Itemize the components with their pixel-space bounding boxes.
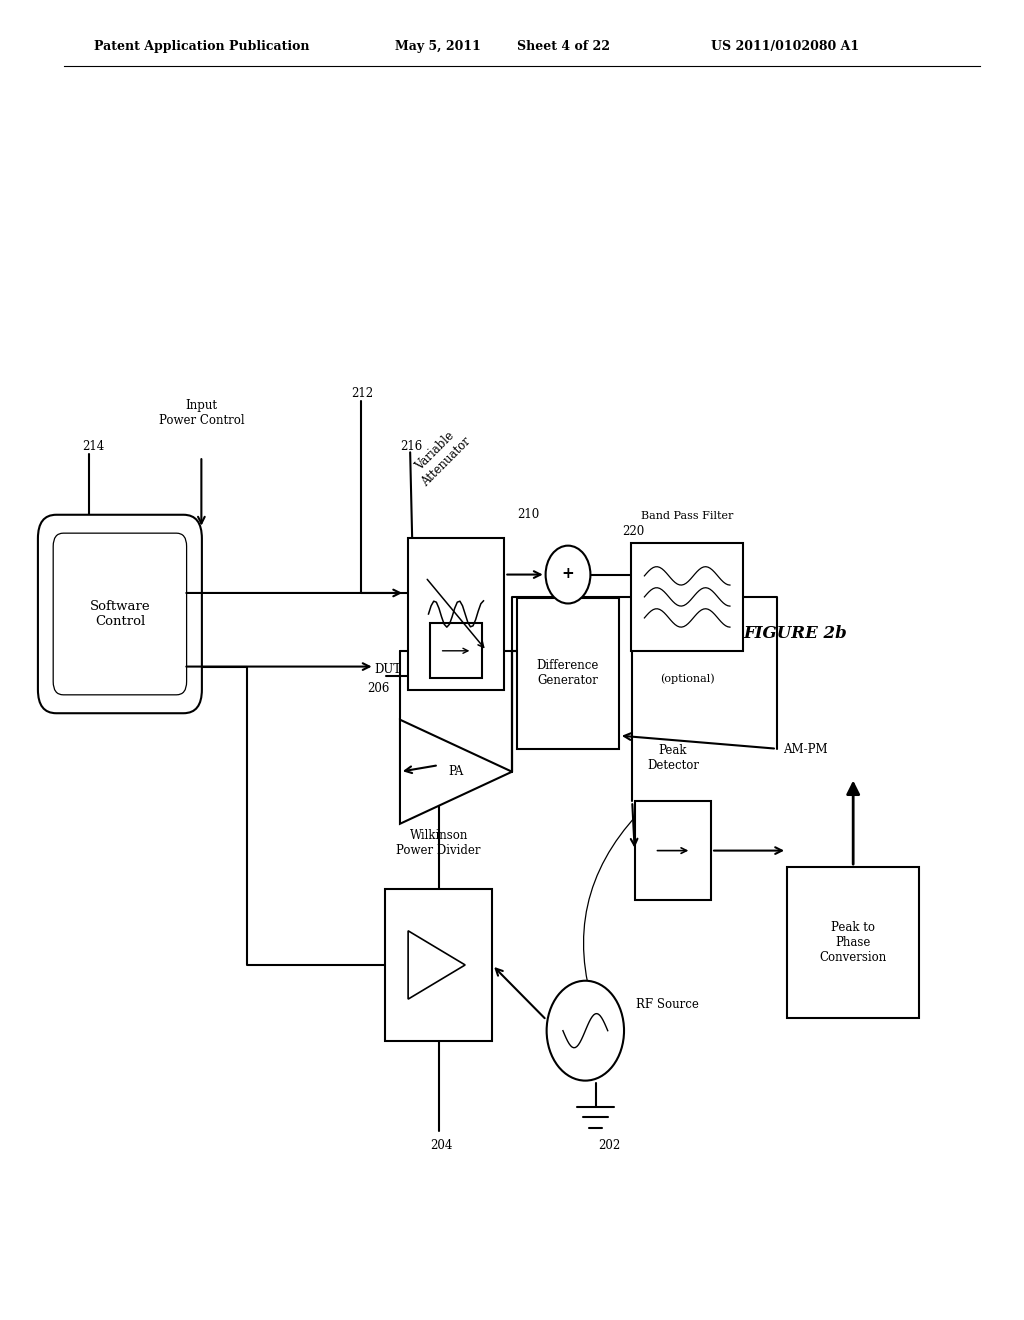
Bar <box>385 890 493 1040</box>
Bar <box>517 598 618 748</box>
Text: (optional): (optional) <box>659 673 715 684</box>
Text: Peak to
Phase
Conversion: Peak to Phase Conversion <box>819 921 887 964</box>
FancyArrowPatch shape <box>848 784 859 865</box>
Text: 204: 204 <box>430 1139 453 1152</box>
Text: 212: 212 <box>351 387 373 400</box>
Text: 220: 220 <box>622 525 644 539</box>
Text: Variable
Attenuator: Variable Attenuator <box>409 424 473 490</box>
Text: Wilkinson
Power Divider: Wilkinson Power Divider <box>396 829 481 857</box>
Text: Sheet 4 of 22: Sheet 4 of 22 <box>517 40 610 53</box>
Text: Peak
Detector: Peak Detector <box>647 743 699 772</box>
Circle shape <box>546 545 591 603</box>
Circle shape <box>547 981 624 1081</box>
Text: +: + <box>561 566 574 581</box>
Text: FIGURE 2b: FIGURE 2b <box>743 626 847 643</box>
Text: US 2011/0102080 A1: US 2011/0102080 A1 <box>711 40 859 53</box>
Text: DUT: DUT <box>375 663 401 676</box>
FancyBboxPatch shape <box>53 533 186 694</box>
Polygon shape <box>409 931 465 999</box>
FancyBboxPatch shape <box>38 515 202 713</box>
Text: Software
Control: Software Control <box>89 601 151 628</box>
Text: Patent Application Publication: Patent Application Publication <box>94 40 310 53</box>
Text: AM-PM: AM-PM <box>783 743 827 756</box>
Text: 218: 218 <box>588 1027 609 1040</box>
Text: 214: 214 <box>82 440 104 453</box>
Text: Input
Power Control: Input Power Control <box>159 399 244 426</box>
Text: Difference
Generator: Difference Generator <box>537 659 599 688</box>
Text: 206: 206 <box>368 681 390 694</box>
Bar <box>787 867 920 1018</box>
Bar <box>429 623 482 678</box>
Bar <box>631 543 743 651</box>
Text: PA: PA <box>449 766 464 779</box>
Bar <box>635 801 711 900</box>
Text: 210: 210 <box>517 508 540 521</box>
Text: RF Source: RF Source <box>636 998 699 1011</box>
Polygon shape <box>400 719 512 824</box>
Text: 216: 216 <box>400 440 422 453</box>
Text: 202: 202 <box>599 1139 621 1152</box>
Text: May 5, 2011: May 5, 2011 <box>395 40 480 53</box>
Text: Band Pass Filter: Band Pass Filter <box>641 511 733 520</box>
Bar <box>408 539 505 689</box>
